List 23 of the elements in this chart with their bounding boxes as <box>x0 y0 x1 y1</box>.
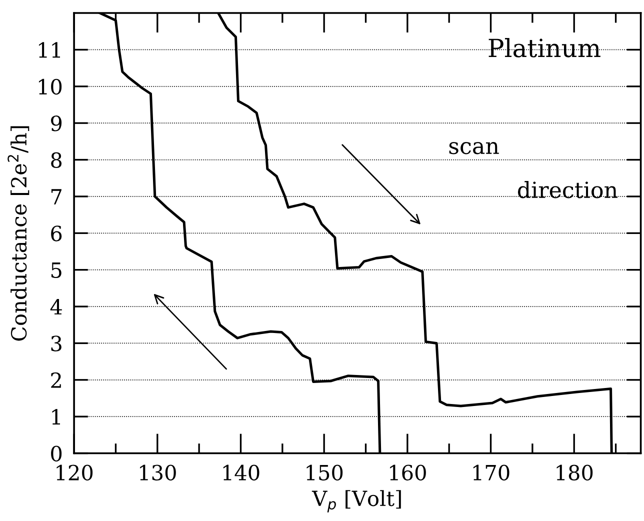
y-tick-label: 8 <box>51 152 62 168</box>
x-tick-label: 170 <box>473 464 510 481</box>
text: scan direction <box>449 142 618 198</box>
y-tick-label: 4 <box>50 298 62 314</box>
y-tick-label: 7 <box>51 189 62 204</box>
x-tick-label: 140 <box>223 464 260 481</box>
x-tick-label: 180 <box>556 464 593 481</box>
annotation: Platinum <box>488 38 600 58</box>
y-tick-label: 11 <box>38 42 60 58</box>
y-tick-label: 0 <box>51 446 62 462</box>
y-tick-label: 9 <box>51 116 62 132</box>
x-tick-label: 160 <box>390 464 426 481</box>
y-tick-label: 10 <box>38 78 62 95</box>
x-tick-label: 130 <box>140 464 176 481</box>
x-axis-title: V$_{p}$ [Volt] <box>312 490 401 512</box>
x-tick-label: 120 <box>56 464 93 481</box>
y-tick-label: 6 <box>51 226 62 242</box>
y-tick-label: 2 <box>51 372 61 388</box>
y-tick-label: 3 <box>51 336 62 352</box>
x-tick-label: 150 <box>306 464 343 481</box>
y-axis-title: Conductance [2e$^{2}$/h] <box>8 126 30 341</box>
y-tick-label: 5 <box>51 262 62 278</box>
y-tick-label: 1 <box>52 409 60 424</box>
